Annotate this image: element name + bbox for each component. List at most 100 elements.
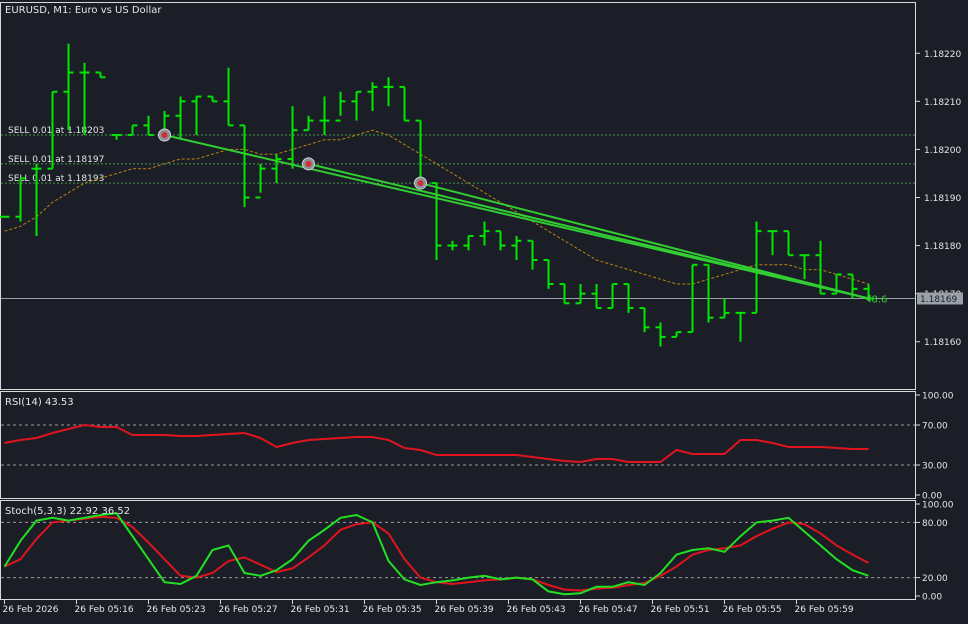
stoch-ytick-label: 100.00: [922, 501, 954, 511]
stoch-series-line: [3, 512, 869, 596]
ohlc-bar: [527, 239, 538, 270]
ohlc-bar: [191, 95, 202, 135]
sell-marker-icon: [302, 157, 315, 171]
ohlc-bar: [127, 124, 138, 136]
ohlc-bar: [367, 82, 378, 111]
stoch-title: Stoch(5,3,3) 22.92 36.52: [5, 506, 130, 517]
ohlc-bar: [335, 91, 346, 122]
stoch-panel[interactable]: 100.00 80.00 20.00 0.00: [1, 501, 954, 603]
stoch-ytick-label: 20.00: [922, 574, 948, 584]
ohlc-bar: [591, 284, 602, 310]
sell-marker-dot: [417, 180, 424, 187]
ohlc-bar: [303, 115, 314, 132]
ohlc-bar: [175, 96, 186, 140]
rsi-ytick-label: 100.00: [922, 392, 954, 402]
ohlc-bar: [383, 77, 394, 107]
ohlc-bar: [607, 283, 618, 310]
rsi-series-line: [4, 423, 869, 464]
price-ytick-label: 1.18180: [924, 242, 961, 252]
ohlc-bar: [623, 283, 634, 313]
rsi-title: RSI(14) 43.53: [5, 397, 74, 408]
ohlc-bar: [495, 230, 506, 251]
time-tick-label: 26 Feb 05:23: [147, 605, 206, 615]
time-tick-label: 26 Feb 05:31: [291, 605, 350, 615]
time-tick-label: 26 Feb 05:51: [651, 605, 710, 615]
trade-trend-line: [420, 182, 869, 300]
rsi-panel[interactable]: 100.00 70.00 30.00 0.00: [1, 392, 954, 502]
ohlc-bar: [31, 163, 42, 236]
ohlc-bar: [431, 182, 442, 260]
time-tick-label: 26 Feb 05:35: [363, 605, 422, 615]
ohlc-bar: [463, 234, 474, 251]
ohlc-bar: [479, 221, 490, 246]
stoch-ytick-label: 0.00: [922, 593, 942, 603]
ohlc-bar: [543, 259, 554, 289]
rsi-ytick-label: 0.00: [922, 492, 942, 502]
ohlc-bar: [63, 43, 74, 131]
ohlc-bar: [703, 263, 714, 323]
ohlc-bar: [95, 71, 106, 79]
rsi-ytick-label: 70.00: [922, 422, 948, 432]
time-tick-label: 26 Feb 05:59: [795, 605, 854, 615]
ohlc-bar: [271, 154, 282, 184]
ohlc-bar: [687, 263, 698, 334]
current-price-label: 1.18169: [920, 295, 957, 305]
time-tick-label: 26 Feb 05:47: [579, 605, 638, 615]
ohlc-bar: [111, 134, 122, 140]
ohlc-bar: [79, 62, 90, 135]
ohlc-bar: [447, 240, 458, 251]
ohlc-bar: [399, 85, 410, 122]
ohlc-bar: [767, 230, 778, 256]
sell-level-label: SELL 0.01 at 1.18203: [8, 126, 104, 136]
stoch-panel-frame: [0, 500, 916, 600]
ohlc-bar: [639, 307, 650, 333]
chart-title: EURUSD, M1: Euro vs US Dollar: [5, 5, 162, 16]
sell-level-label: SELL 0.01 at 1.18193: [8, 174, 104, 184]
sell-marker-dot: [161, 132, 168, 138]
price-ytick-label: 1.18220: [924, 50, 961, 60]
ohlc-bar: [47, 90, 58, 170]
price-ytick-label: 1.18190: [924, 194, 961, 204]
time-axis: 26 Feb 2026 26 Feb 05:16 26 Feb 05:23 26 Fe…: [3, 600, 854, 615]
ohlc-bar: [207, 95, 218, 103]
trade-tag-label: 8.6: [872, 294, 888, 305]
ohlc-bar: [319, 96, 330, 135]
ohlc-bar: [255, 163, 266, 199]
time-tick-label: 26 Feb 05:16: [75, 605, 134, 615]
price-panel[interactable]: 1.18220 1.18210 1.18200 1.18190 1.18180 1.181…: [0, 43, 963, 349]
ohlc-bar: [15, 177, 26, 222]
ohlc-bar: [287, 106, 298, 169]
ohlc-bar: [815, 240, 826, 295]
ohlc-bar: [783, 230, 794, 257]
ohlc-bar: [751, 221, 762, 314]
time-tick-label: 26 Feb 05:55: [723, 605, 782, 615]
trade-close-arrow-icon: [864, 294, 871, 303]
ohlc-bar: [351, 90, 362, 121]
ohlc-bar: [735, 311, 746, 342]
stoch-ytick-label: 80.00: [922, 519, 948, 529]
ohlc-bar: [655, 322, 666, 347]
ohlc-bar: [575, 284, 586, 305]
ohlc-bar: [799, 254, 810, 280]
time-tick-label: 26 Feb 05:43: [507, 605, 566, 615]
moving-average-line: [4, 129, 869, 285]
sell-marker-icon: [158, 128, 171, 142]
ohlc-bar: [143, 115, 154, 136]
rsi-panel-frame: [0, 391, 916, 499]
ohlc-bar: [559, 283, 570, 305]
trade-trend-line: [308, 162, 869, 300]
sell-level-label: SELL 0.01 at 1.18197: [8, 155, 104, 165]
time-tick-label: 26 Feb 05:39: [435, 605, 494, 615]
current-price-tag: [917, 292, 963, 305]
sell-marker-icon: [414, 176, 427, 190]
ohlc-bar: [719, 298, 730, 319]
ohlc-bar: [223, 67, 234, 127]
time-tick-label: 26 Feb 2026: [3, 605, 59, 615]
price-ytick-label: 1.18200: [924, 146, 961, 156]
sell-marker-dot: [305, 160, 312, 167]
stoch-series-line: [4, 515, 869, 592]
ohlc-bar: [671, 331, 682, 338]
ohlc-bar: [511, 235, 522, 260]
rsi-ytick-label: 30.00: [922, 462, 948, 472]
